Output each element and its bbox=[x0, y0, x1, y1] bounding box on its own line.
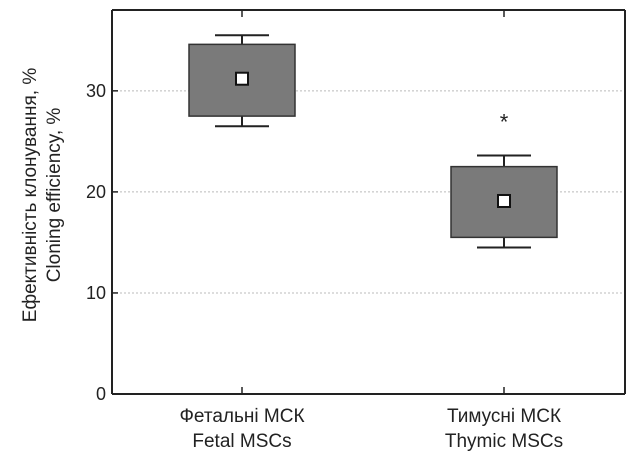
category-label-fetal-line-2: Fetal MSCs bbox=[192, 431, 291, 452]
y-axis-label-line-1: Ефективність клонування, % bbox=[20, 68, 41, 323]
y-tick-label-20: 20 bbox=[86, 182, 106, 202]
significance-annotation-1: * bbox=[500, 110, 509, 135]
category-label-thymic-line-2: Thymic MSCs bbox=[445, 431, 563, 452]
x-axis-ticks bbox=[241, 10, 505, 394]
category-label-thymic-line-1: Тимусні МСК bbox=[447, 406, 561, 427]
mean-marker-0 bbox=[235, 71, 249, 86]
plot-frame bbox=[111, 9, 626, 395]
box-1: * bbox=[450, 110, 558, 249]
y-axis-ticks: 0 10 20 30 bbox=[86, 81, 118, 404]
boxes: * bbox=[188, 34, 558, 249]
mean-marker-1 bbox=[497, 193, 511, 208]
y-tick-label-0: 0 bbox=[96, 384, 106, 404]
y-axis-label-line-2: Cloning efficiency, % bbox=[44, 108, 65, 283]
box-rect-1 bbox=[450, 165, 558, 239]
y-tick-label-30: 30 bbox=[86, 81, 106, 101]
y-tick-label-10: 10 bbox=[86, 283, 106, 303]
category-label-fetal-line-1: Фетальні МСК bbox=[179, 406, 304, 427]
box-0 bbox=[188, 34, 296, 128]
